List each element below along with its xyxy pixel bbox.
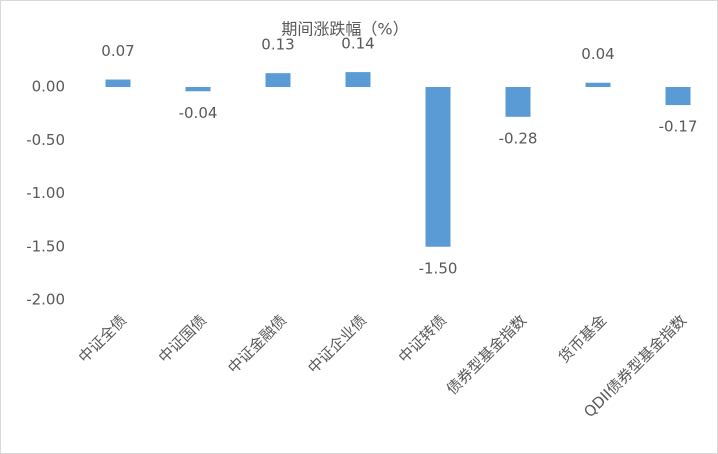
data-label: -0.17 (659, 118, 698, 136)
bar (105, 79, 131, 87)
y-tick-label: -1.50 (26, 237, 65, 255)
bar (185, 87, 211, 92)
y-tick-label: -1.00 (26, 184, 65, 202)
data-label: -0.28 (499, 129, 538, 147)
data-label: 0.04 (581, 45, 614, 63)
bar (505, 87, 531, 117)
data-label: 0.14 (341, 35, 374, 53)
y-tick-label: -2.00 (26, 291, 65, 309)
bar (425, 87, 451, 247)
y-tick-label: 0.00 (32, 78, 65, 96)
data-label: 0.07 (101, 42, 134, 60)
bar (265, 73, 291, 87)
data-label: -1.50 (419, 259, 458, 277)
data-label: -0.04 (179, 104, 218, 122)
bar (585, 82, 611, 87)
bar (345, 72, 371, 87)
y-tick-label: -0.50 (26, 131, 65, 149)
data-label: 0.13 (261, 36, 294, 54)
bar (665, 87, 691, 106)
chart-title: 期间涨跌幅（%） (281, 20, 408, 39)
